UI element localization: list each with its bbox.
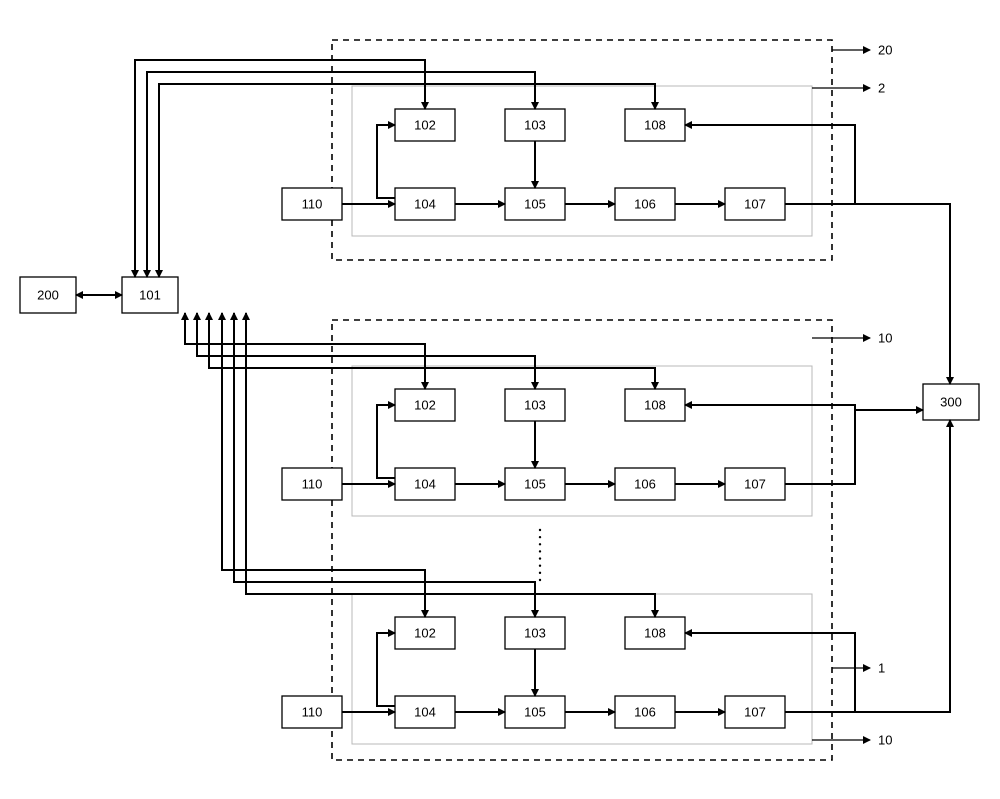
node-t3_107: 107 (725, 696, 785, 728)
node-label-t3_104: 104 (414, 705, 436, 720)
edge-101-t3_102 (222, 313, 425, 617)
node-label-200: 200 (37, 288, 59, 303)
node-label-t1_103: 103 (524, 118, 546, 133)
node-t3_103: 103 (505, 617, 565, 649)
node-label-t1_110: 110 (302, 197, 323, 212)
node-t1_103: 103 (505, 109, 565, 141)
edge-t1-107-300 (785, 204, 950, 384)
node-label-t1_104: 104 (414, 197, 436, 212)
edge-101-t2_108 (209, 313, 655, 389)
node-label-t2_106: 106 (634, 477, 656, 492)
node-t3_104: 104 (395, 696, 455, 728)
edge-t3-104-102 (377, 633, 395, 706)
node-label-t2_107: 107 (744, 477, 766, 492)
edge-t2-107-300 (855, 410, 923, 484)
node-t2_110: 110 (282, 468, 342, 500)
node-label-t1_102: 102 (414, 118, 436, 133)
node-t3_108: 108 (625, 617, 685, 649)
node-t2_104: 104 (395, 468, 455, 500)
edge-101-t1_102 (135, 60, 425, 277)
node-t3_106: 106 (615, 696, 675, 728)
node-label-t2_110: 110 (302, 477, 323, 492)
node-label-101: 101 (139, 288, 161, 303)
ellipsis-dot (539, 557, 541, 559)
ellipsis-dot (539, 536, 541, 538)
edge-t2-104-102 (377, 405, 395, 478)
node-label-t2_105: 105 (524, 477, 546, 492)
node-t2_102: 102 (395, 389, 455, 421)
anno-label-0: 20 (878, 43, 892, 58)
ellipsis-dot (539, 572, 541, 574)
node-101: 101 (122, 277, 178, 313)
node-t1_108: 108 (625, 109, 685, 141)
edge-101-t3_108 (246, 313, 655, 617)
node-label-t1_106: 106 (634, 197, 656, 212)
node-label-t3_108: 108 (644, 626, 666, 641)
anno-label-4: 10 (878, 733, 892, 748)
ellipsis-dot (539, 550, 541, 552)
edge-101-t2_103 (197, 313, 535, 389)
node-label-t2_108: 108 (644, 398, 666, 413)
node-label-t3_103: 103 (524, 626, 546, 641)
ellipsis-dot (539, 579, 541, 581)
node-200: 200 (20, 277, 76, 313)
node-t2_106: 106 (615, 468, 675, 500)
edge-101-t1_103 (147, 72, 535, 277)
node-label-t1_107: 107 (744, 197, 766, 212)
node-label-t2_103: 103 (524, 398, 546, 413)
node-t2_108: 108 (625, 389, 685, 421)
node-t3_105: 105 (505, 696, 565, 728)
ellipsis-dot (539, 565, 541, 567)
node-label-t2_104: 104 (414, 477, 436, 492)
node-t2_105: 105 (505, 468, 565, 500)
node-label-t3_107: 107 (744, 705, 766, 720)
diagram-svg: 1012003001021031081101041051061071021031… (0, 0, 1000, 799)
node-t1_102: 102 (395, 109, 455, 141)
node-label-300: 300 (940, 395, 962, 410)
node-t1_107: 107 (725, 188, 785, 220)
edge-t1-104-102 (377, 125, 395, 198)
outer-frame-bottom (332, 320, 832, 760)
node-t1_104: 104 (395, 188, 455, 220)
node-t1_105: 105 (505, 188, 565, 220)
node-label-t1_105: 105 (524, 197, 546, 212)
node-label-t3_102: 102 (414, 626, 436, 641)
node-t3_110: 110 (282, 696, 342, 728)
node-t1_106: 106 (615, 188, 675, 220)
node-t2_107: 107 (725, 468, 785, 500)
node-label-t2_102: 102 (414, 398, 436, 413)
ellipsis-dot (539, 543, 541, 545)
node-label-t1_108: 108 (644, 118, 666, 133)
node-label-t3_105: 105 (524, 705, 546, 720)
node-t2_103: 103 (505, 389, 565, 421)
node-t1_110: 110 (282, 188, 342, 220)
node-t3_102: 102 (395, 617, 455, 649)
ellipsis-dot (539, 529, 541, 531)
edge-101-t3_103 (234, 313, 535, 617)
node-label-t3_106: 106 (634, 705, 656, 720)
anno-label-1: 2 (878, 81, 885, 96)
node-label-t3_110: 110 (302, 705, 323, 720)
anno-label-2: 10 (878, 331, 892, 346)
anno-label-3: 1 (878, 661, 885, 676)
node-300: 300 (923, 384, 979, 420)
